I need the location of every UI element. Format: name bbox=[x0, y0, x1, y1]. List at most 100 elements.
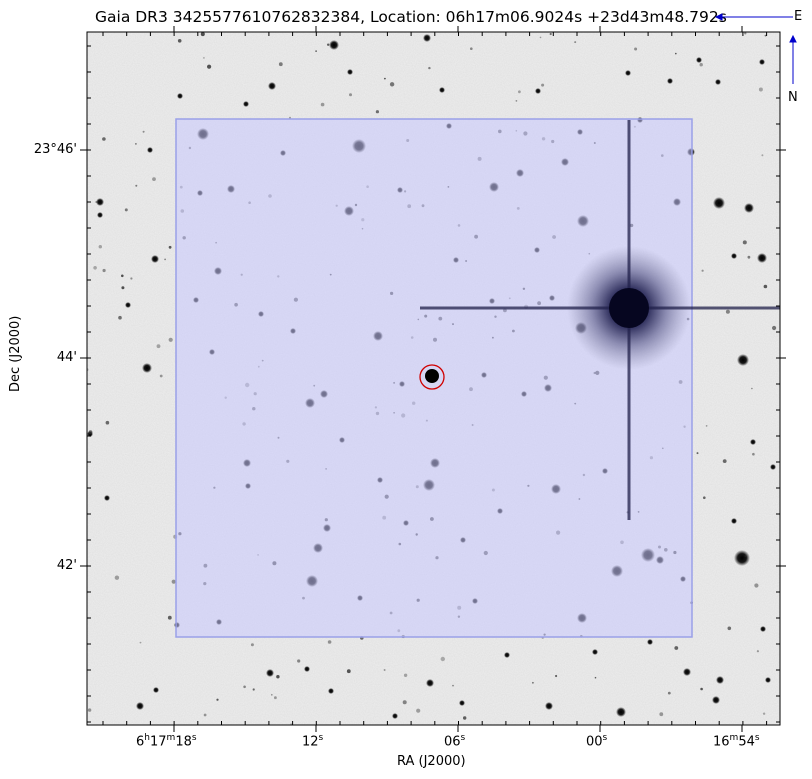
star-icon bbox=[683, 668, 691, 676]
x-tick-label: 6h17m18s bbox=[136, 733, 197, 750]
faint-star-icon bbox=[168, 337, 173, 342]
star-icon bbox=[426, 679, 434, 687]
faint-star-icon bbox=[216, 698, 219, 701]
faint-star-icon bbox=[274, 696, 277, 700]
figure-title: Gaia DR3 3425577610762832384, Location: … bbox=[95, 8, 727, 26]
faint-star-icon bbox=[744, 32, 747, 35]
faint-star-icon bbox=[139, 641, 142, 644]
star-icon bbox=[392, 713, 398, 719]
star-icon bbox=[625, 70, 631, 76]
star-icon bbox=[734, 550, 750, 566]
faint-star-icon bbox=[667, 691, 671, 695]
faint-star-icon bbox=[276, 675, 280, 679]
faint-star-icon bbox=[674, 646, 679, 650]
star-icon bbox=[715, 79, 721, 85]
target-marker-circle bbox=[419, 364, 445, 390]
star-icon bbox=[712, 696, 720, 704]
faint-star-icon bbox=[440, 656, 445, 662]
star-icon bbox=[731, 518, 737, 524]
faint-star-icon bbox=[171, 579, 176, 584]
bright-star bbox=[420, 120, 780, 520]
faint-star-icon bbox=[87, 708, 92, 712]
star-icon bbox=[104, 495, 110, 501]
star-icon bbox=[667, 78, 673, 84]
star-icon bbox=[731, 253, 737, 259]
plot-frame bbox=[86, 31, 781, 726]
y-tick-label: 23°46' bbox=[33, 142, 77, 157]
faint-star-icon bbox=[705, 425, 708, 427]
star-icon bbox=[737, 354, 749, 366]
faint-star-icon bbox=[93, 266, 97, 270]
faint-star-icon bbox=[384, 77, 386, 80]
star-icon bbox=[696, 57, 702, 63]
faint-star-icon bbox=[634, 47, 638, 51]
star-icon bbox=[439, 87, 445, 93]
faint-star-icon bbox=[756, 650, 760, 653]
faint-star-icon bbox=[88, 430, 93, 435]
star-icon bbox=[328, 688, 334, 694]
faint-star-icon bbox=[289, 116, 291, 119]
faint-star-icon bbox=[105, 420, 110, 425]
faint-star-icon bbox=[762, 712, 766, 715]
faint-star-icon bbox=[164, 258, 167, 261]
faint-star-icon bbox=[203, 713, 207, 717]
faint-star-icon bbox=[346, 669, 351, 674]
faint-star-icon bbox=[555, 674, 558, 678]
faint-star-icon bbox=[700, 687, 703, 691]
star-icon bbox=[647, 639, 653, 645]
faint-star-icon bbox=[758, 87, 763, 92]
faint-star-icon bbox=[152, 177, 156, 182]
y-tick-label: 44' bbox=[56, 350, 77, 365]
star-icon bbox=[304, 666, 310, 672]
faint-star-icon bbox=[142, 130, 145, 133]
faint-star-icon bbox=[168, 245, 172, 249]
x-tick-label: 00s bbox=[586, 733, 608, 750]
x-axis-label: RA (J2000) bbox=[397, 754, 466, 769]
faint-star-icon bbox=[754, 583, 759, 588]
faint-star-icon bbox=[699, 62, 703, 67]
star-icon bbox=[713, 197, 725, 209]
faint-star-icon bbox=[541, 83, 545, 87]
faint-star-icon bbox=[252, 688, 255, 691]
faint-star-icon bbox=[763, 284, 768, 289]
faint-star-icon bbox=[428, 66, 431, 70]
star-icon bbox=[136, 702, 144, 710]
faint-star-icon bbox=[200, 32, 205, 37]
star-icon bbox=[759, 59, 765, 65]
compass-arrows bbox=[714, 13, 797, 84]
faint-star-icon bbox=[327, 640, 332, 644]
compass-east-label: E bbox=[794, 9, 803, 24]
faint-star-icon bbox=[207, 64, 212, 69]
faint-star-icon bbox=[403, 673, 408, 677]
target-star-icon bbox=[425, 369, 439, 383]
faint-star-icon bbox=[515, 100, 518, 102]
compass-north-label: N bbox=[788, 90, 798, 105]
faint-star-icon bbox=[532, 681, 534, 684]
star-icon bbox=[504, 652, 510, 658]
faint-star-icon bbox=[98, 245, 103, 249]
star-icon bbox=[744, 203, 754, 213]
faint-star-icon bbox=[742, 240, 747, 245]
star-icon bbox=[765, 677, 771, 683]
faint-star-icon bbox=[701, 269, 704, 272]
faint-star-icon bbox=[659, 712, 664, 717]
faint-star-icon bbox=[761, 154, 764, 157]
faint-star-icon bbox=[470, 47, 473, 50]
x-tick-label: 06s bbox=[444, 733, 466, 750]
faint-star-icon bbox=[727, 626, 732, 631]
faint-star-icon bbox=[315, 50, 317, 52]
star-icon bbox=[757, 253, 767, 263]
faint-star-icon bbox=[124, 208, 128, 212]
faint-star-icon bbox=[130, 277, 133, 280]
star-icon bbox=[770, 464, 776, 470]
star-icon bbox=[268, 82, 276, 90]
faint-star-icon bbox=[416, 708, 421, 713]
x-tick-label: 16m54s bbox=[713, 733, 760, 750]
faint-star-icon bbox=[463, 716, 467, 720]
star-icon bbox=[147, 147, 153, 153]
faint-star-icon bbox=[167, 615, 172, 620]
faint-star-icon bbox=[278, 62, 283, 67]
faint-star-icon bbox=[95, 201, 98, 203]
faint-star-icon bbox=[772, 325, 777, 331]
faint-star-icon bbox=[549, 32, 552, 36]
